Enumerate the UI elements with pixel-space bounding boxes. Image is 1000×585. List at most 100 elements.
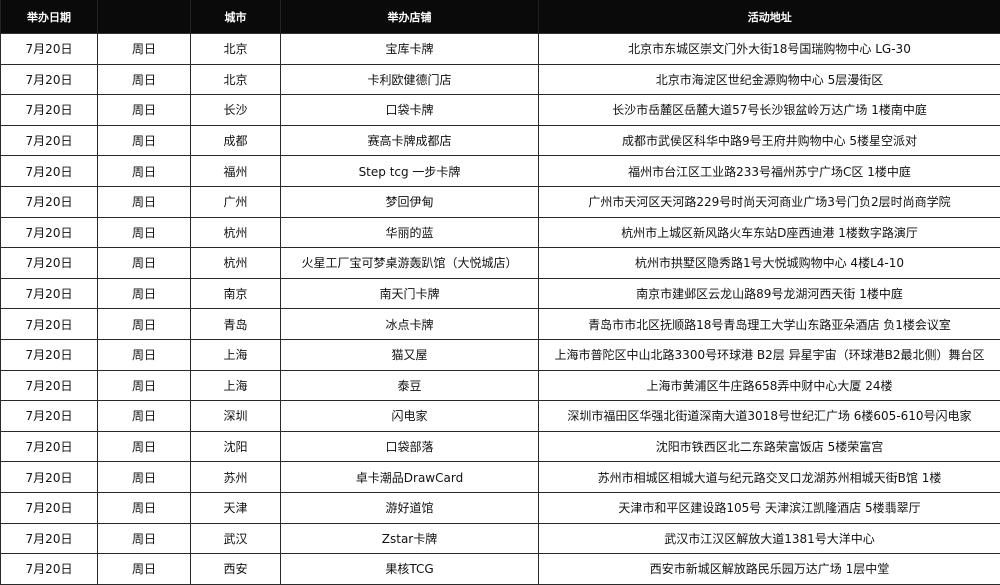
weekday-cell: 周日 (98, 156, 191, 187)
address-cell: 天津市和平区建设路105号 天津滨江凯隆酒店 5楼翡翠厅 (539, 492, 1000, 523)
weekday-cell: 周日 (98, 217, 191, 248)
date-cell: 7月20日 (1, 186, 98, 217)
address-cell: 武汉市江汉区解放大道1381号大洋中心 (539, 523, 1000, 554)
weekday-cell: 周日 (98, 339, 191, 370)
weekday-cell: 周日 (98, 309, 191, 340)
city-cell: 青岛 (191, 309, 281, 340)
store-cell: 口袋卡牌 (281, 95, 539, 126)
table-row: 7月20日周日上海泰豆上海市黄浦区牛庄路658弄中财中心大厦 24楼 (1, 370, 1000, 401)
address-cell: 北京市海淀区世纪金源购物中心 5层漫街区 (539, 64, 1000, 95)
address-cell: 深圳市福田区华强北街道深南大道3018号世纪汇广场 6楼605-610号闪电家 (539, 401, 1000, 432)
address-cell: 杭州市拱墅区隐秀路1号大悦城购物中心 4楼L4-10 (539, 248, 1000, 279)
city-cell: 杭州 (191, 217, 281, 248)
table-row: 7月20日周日成都赛高卡牌成都店成都市武侯区科华中路9号王府井购物中心 5楼星空… (1, 125, 1000, 156)
address-cell: 苏州市相城区相城大道与纪元路交叉口龙湖苏州相城天街B馆 1楼 (539, 462, 1000, 493)
address-cell: 上海市黄浦区牛庄路658弄中财中心大厦 24楼 (539, 370, 1000, 401)
address-cell: 上海市普陀区中山北路3300号环球港 B2层 异星宇宙（环球港B2最北侧）舞台区 (539, 339, 1000, 370)
header-store: 举办店铺 (281, 0, 539, 34)
weekday-cell: 周日 (98, 95, 191, 126)
weekday-cell: 周日 (98, 401, 191, 432)
city-cell: 长沙 (191, 95, 281, 126)
store-cell: 南天门卡牌 (281, 278, 539, 309)
store-cell: 闪电家 (281, 401, 539, 432)
weekday-cell: 周日 (98, 248, 191, 279)
table-row: 7月20日周日长沙口袋卡牌长沙市岳麓区岳麓大道57号长沙银盆岭万达广场 1楼南中… (1, 95, 1000, 126)
table-row: 7月20日周日沈阳口袋部落沈阳市铁西区北二东路荣富饭店 5楼荣富宫 (1, 431, 1000, 462)
city-cell: 上海 (191, 370, 281, 401)
date-cell: 7月20日 (1, 64, 98, 95)
weekday-cell: 周日 (98, 462, 191, 493)
weekday-cell: 周日 (98, 34, 191, 65)
store-cell: Step tcg 一步卡牌 (281, 156, 539, 187)
address-cell: 杭州市上城区新风路火车东站D座西迪港 1楼数字路演厅 (539, 217, 1000, 248)
address-cell: 沈阳市铁西区北二东路荣富饭店 5楼荣富宫 (539, 431, 1000, 462)
store-cell: 果核TCG (281, 554, 539, 585)
weekday-cell: 周日 (98, 64, 191, 95)
store-cell: 赛高卡牌成都店 (281, 125, 539, 156)
table-row: 7月20日周日上海猫又屋上海市普陀区中山北路3300号环球港 B2层 异星宇宙（… (1, 339, 1000, 370)
table-body: 7月20日周日北京宝库卡牌北京市东城区崇文门外大街18号国瑞购物中心 LG-30… (1, 34, 1000, 585)
date-cell: 7月20日 (1, 156, 98, 187)
weekday-cell: 周日 (98, 554, 191, 585)
date-cell: 7月20日 (1, 554, 98, 585)
store-cell: Zstar卡牌 (281, 523, 539, 554)
store-cell: 猫又屋 (281, 339, 539, 370)
date-cell: 7月20日 (1, 401, 98, 432)
header-address: 活动地址 (539, 0, 1000, 34)
store-cell: 梦回伊甸 (281, 186, 539, 217)
header-city: 城市 (191, 0, 281, 34)
city-cell: 北京 (191, 34, 281, 65)
store-cell: 卡利欧健德门店 (281, 64, 539, 95)
date-cell: 7月20日 (1, 34, 98, 65)
weekday-cell: 周日 (98, 278, 191, 309)
table-row: 7月20日周日北京卡利欧健德门店北京市海淀区世纪金源购物中心 5层漫街区 (1, 64, 1000, 95)
city-cell: 南京 (191, 278, 281, 309)
weekday-cell: 周日 (98, 186, 191, 217)
table-row: 7月20日周日杭州火星工厂宝可梦桌游轰趴馆（大悦城店）杭州市拱墅区隐秀路1号大悦… (1, 248, 1000, 279)
weekday-cell: 周日 (98, 431, 191, 462)
table-row: 7月20日周日深圳闪电家深圳市福田区华强北街道深南大道3018号世纪汇广场 6楼… (1, 401, 1000, 432)
city-cell: 苏州 (191, 462, 281, 493)
store-cell: 游好道馆 (281, 492, 539, 523)
store-cell: 卓卡潮品DrawCard (281, 462, 539, 493)
address-cell: 长沙市岳麓区岳麓大道57号长沙银盆岭万达广场 1楼南中庭 (539, 95, 1000, 126)
address-cell: 青岛市市北区抚顺路18号青岛理工大学山东路亚朵酒店 负1楼会议室 (539, 309, 1000, 340)
table-row: 7月20日周日杭州华丽的蓝杭州市上城区新风路火车东站D座西迪港 1楼数字路演厅 (1, 217, 1000, 248)
header-date: 举办日期 (1, 0, 98, 34)
table-header: 举办日期 城市 举办店铺 活动地址 (1, 0, 1000, 34)
city-cell: 广州 (191, 186, 281, 217)
date-cell: 7月20日 (1, 95, 98, 126)
city-cell: 杭州 (191, 248, 281, 279)
weekday-cell: 周日 (98, 492, 191, 523)
date-cell: 7月20日 (1, 462, 98, 493)
date-cell: 7月20日 (1, 492, 98, 523)
date-cell: 7月20日 (1, 278, 98, 309)
store-cell: 泰豆 (281, 370, 539, 401)
date-cell: 7月20日 (1, 217, 98, 248)
date-cell: 7月20日 (1, 125, 98, 156)
store-cell: 口袋部落 (281, 431, 539, 462)
date-cell: 7月20日 (1, 523, 98, 554)
city-cell: 福州 (191, 156, 281, 187)
address-cell: 成都市武侯区科华中路9号王府井购物中心 5楼星空派对 (539, 125, 1000, 156)
address-cell: 福州市台江区工业路233号福州苏宁广场C区 1楼中庭 (539, 156, 1000, 187)
date-cell: 7月20日 (1, 309, 98, 340)
store-cell: 华丽的蓝 (281, 217, 539, 248)
city-cell: 武汉 (191, 523, 281, 554)
weekday-cell: 周日 (98, 370, 191, 401)
address-cell: 北京市东城区崇文门外大街18号国瑞购物中心 LG-30 (539, 34, 1000, 65)
table-row: 7月20日周日天津游好道馆天津市和平区建设路105号 天津滨江凯隆酒店 5楼翡翠… (1, 492, 1000, 523)
header-weekday (98, 0, 191, 34)
table-row: 7月20日周日南京南天门卡牌南京市建邺区云龙山路89号龙湖河西天街 1楼中庭 (1, 278, 1000, 309)
store-cell: 宝库卡牌 (281, 34, 539, 65)
city-cell: 北京 (191, 64, 281, 95)
city-cell: 西安 (191, 554, 281, 585)
table-row: 7月20日周日青岛冰点卡牌青岛市市北区抚顺路18号青岛理工大学山东路亚朵酒店 负… (1, 309, 1000, 340)
date-cell: 7月20日 (1, 370, 98, 401)
table-row: 7月20日周日广州梦回伊甸广州市天河区天河路229号时尚天河商业广场3号门负2层… (1, 186, 1000, 217)
